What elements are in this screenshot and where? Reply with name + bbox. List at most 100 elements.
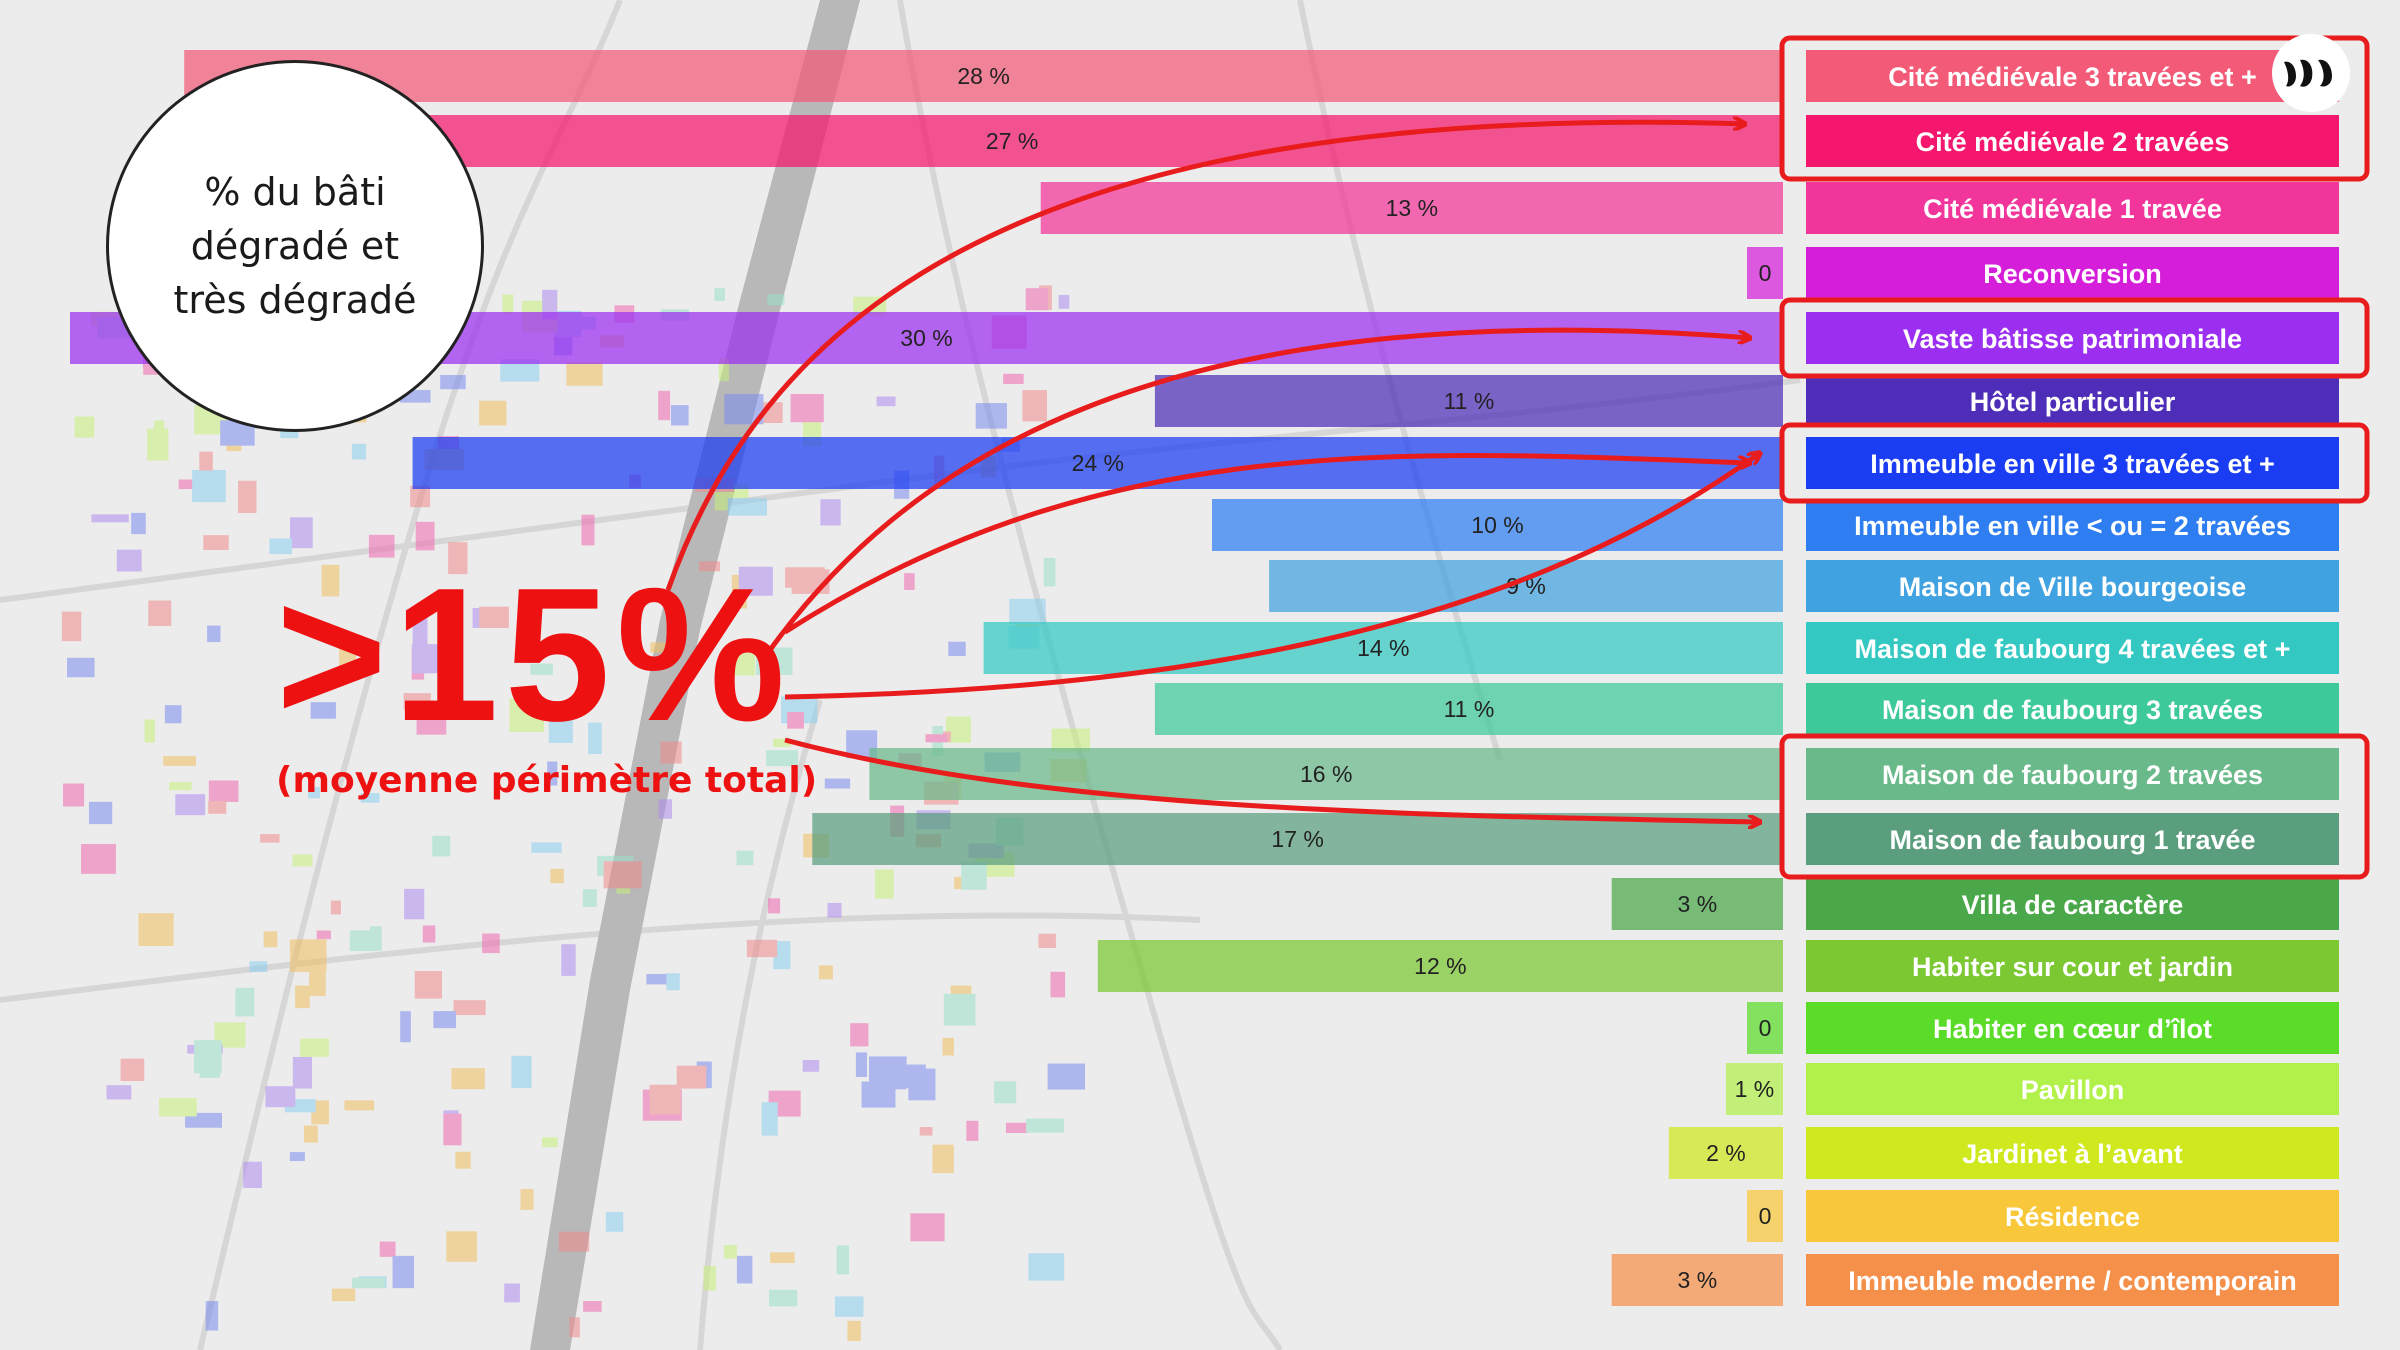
value-label-10: 11 % [1444,696,1495,722]
chart-title: % du bâti dégradé et très dégradé [173,170,417,322]
map-parcel [569,1317,580,1338]
map-parcel [531,842,562,853]
map-parcel [727,498,768,516]
map-parcel [541,1137,558,1148]
map-parcel [238,480,257,514]
map-parcel [500,359,540,382]
bar-9 [983,622,1783,674]
map-parcel [303,1125,318,1143]
map-parcel [479,606,509,628]
category-box-9 [1806,622,2339,674]
map-parcel [203,535,229,550]
map-parcel [703,1266,717,1291]
map-parcel [208,800,227,814]
map-parcel [855,1052,867,1077]
value-label-12: 17 % [1271,826,1323,852]
arrow-to-maison-faubourg-1-2 [784,737,1760,822]
map-parcel [446,1231,477,1262]
value-label-11: 16 % [1300,761,1352,787]
map-parcel [194,1040,222,1074]
category-box-12 [1806,813,2339,865]
map-parcel [850,1023,869,1047]
map-parcel [746,939,778,958]
map-parcel [874,869,894,899]
map-parcel [910,1213,945,1242]
map-parcel [768,1289,798,1307]
value-label-3: 0 [1759,260,1772,286]
map-parcel [943,993,976,1026]
map-parcel [942,1037,954,1056]
map-parcel [433,1011,457,1029]
map-parcel [455,1151,471,1169]
map-parcel [392,1255,415,1289]
category-box-10 [1806,683,2339,735]
category-box-8 [1806,560,2339,612]
map-parcel [773,738,791,748]
map-parcel [360,793,380,803]
value-label-15: 0 [1759,1015,1772,1041]
category-label-11: Maison de faubourg 2 travées [1882,760,2263,790]
map-parcel [1047,1063,1086,1090]
map-parcel [646,973,672,985]
category-label-2: Cité médiévale 1 travée [1923,194,2222,224]
value-label-5: 11 % [1444,388,1495,414]
map-parcel [199,451,213,471]
map-parcel [289,1152,305,1162]
category-box-11 [1806,748,2339,800]
map-parcel [761,1102,778,1136]
map-parcel [1025,288,1049,311]
map-parcel [1038,933,1056,949]
value-label-19: 3 % [1678,1267,1718,1293]
map-parcel [316,930,331,940]
map-parcel [175,794,206,816]
chart-title-circle: % du bâti dégradé et très dégradé [106,60,484,432]
map-parcel [824,778,851,789]
map-parcel [169,781,192,791]
map-parcel [520,1188,534,1210]
map-parcel [1050,971,1066,998]
bar-7 [1212,499,1783,551]
category-label-16: Pavillon [2021,1075,2125,1105]
map-parcel [349,930,377,952]
bar-8 [1269,560,1783,612]
map-parcel [904,573,915,590]
map-parcel [344,1100,375,1111]
map-parcel [658,390,671,421]
map-parcel [658,799,673,819]
map-parcel [330,900,341,915]
value-label-13: 3 % [1678,891,1718,917]
map-parcel [148,600,172,626]
arrow-to-maison-faubourg-3 [784,453,1760,700]
average-value: >15% [276,549,792,761]
map-parcel [773,941,791,970]
bar-15 [1747,1002,1783,1054]
category-label-0: Cité médiévale 3 travées et + [1888,62,2256,92]
category-label-15: Habiter en cœur d’îlot [1933,1014,2212,1044]
map-parcel [379,1241,396,1257]
category-box-19 [1806,1254,2339,1306]
map-parcel [263,931,278,948]
map-parcel [1009,598,1046,625]
map-parcel [660,741,682,764]
map-parcel [422,925,436,943]
value-label-17: 2 % [1706,1140,1746,1166]
map-parcel [400,1011,411,1043]
map-parcel [448,542,468,575]
bar-11 [869,748,1783,800]
value-label-2: 13 % [1386,195,1438,221]
map-parcel [138,913,174,946]
category-label-18: Résidence [2005,1202,2140,1232]
map-parcel [1028,1253,1065,1281]
map-parcel [770,1252,795,1264]
category-label-4: Vaste bâtisse patrimoniale [1903,324,2242,354]
map-parcel [699,561,720,572]
map-parcel [310,702,336,719]
map-parcel [820,499,841,526]
map-parcel [289,517,313,549]
map-parcel [588,722,602,755]
bar-18 [1747,1190,1783,1242]
map-parcel [975,403,1008,429]
map-parcel [994,1081,1017,1104]
map-parcel [414,971,443,999]
map-parcel [131,512,146,535]
